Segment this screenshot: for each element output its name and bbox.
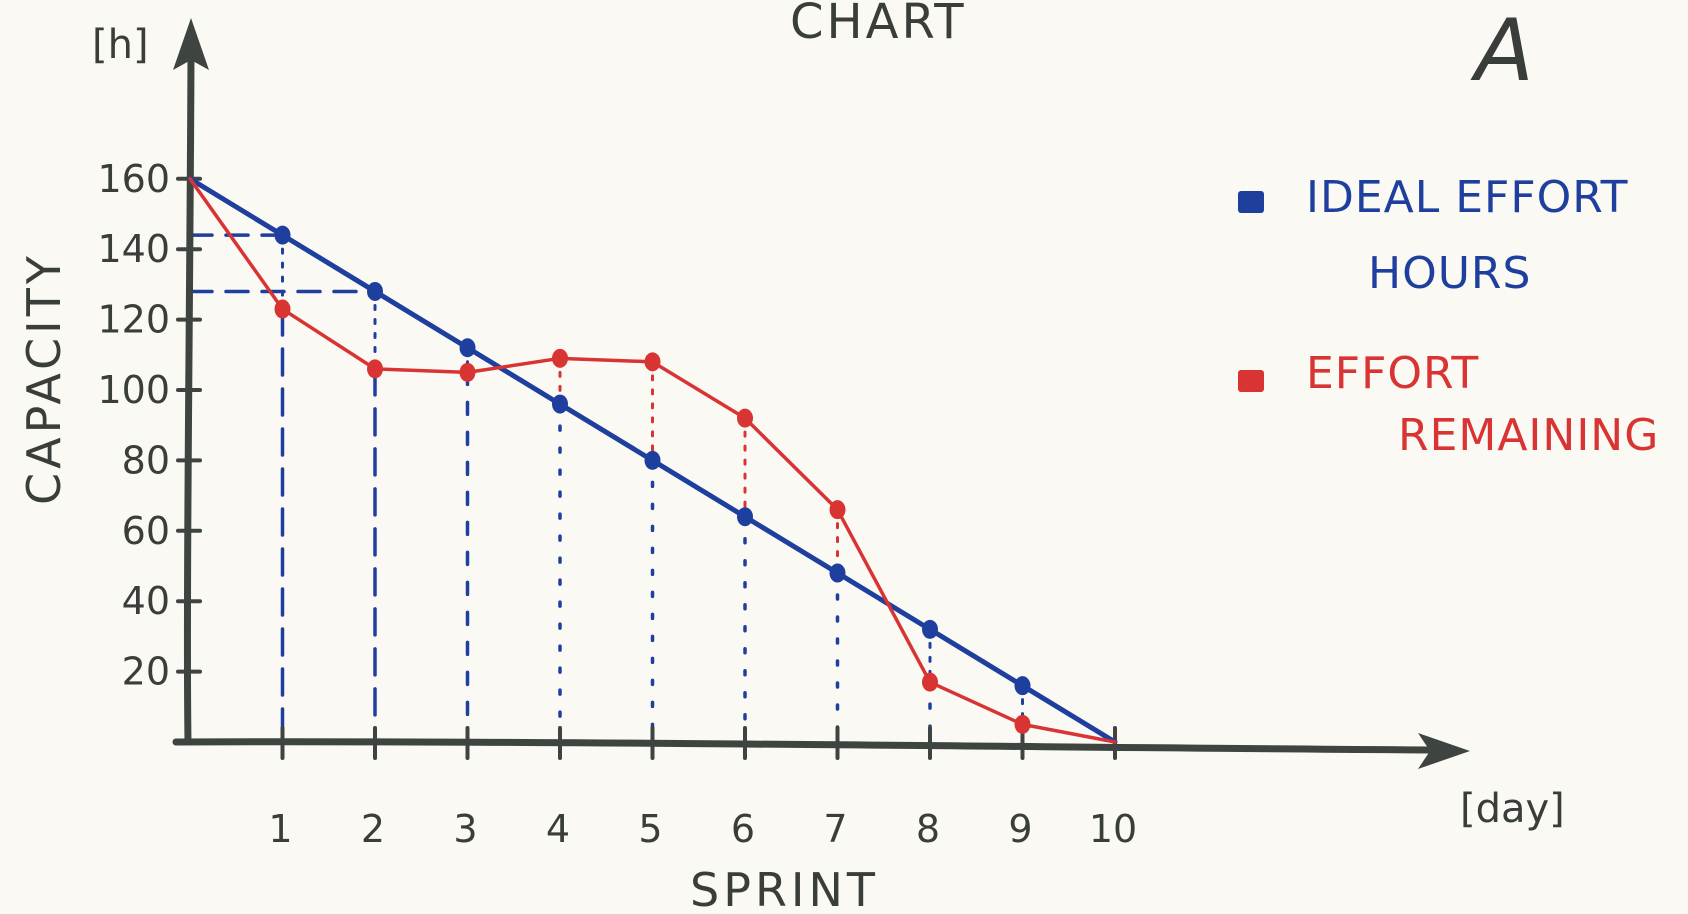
point-ideal-9	[1014, 676, 1031, 696]
x-axis-line	[172, 738, 1444, 754]
y-tick-label-20: 20	[122, 650, 170, 694]
point-remaining-5	[644, 352, 661, 372]
ticks: 20 40 60 80 100 120 140 160 1 2 3 4 5 6 7 8 9 10	[97, 157, 1137, 851]
point-ideal-2	[367, 281, 383, 301]
axes	[172, 18, 1470, 769]
point-remaining-9	[1014, 714, 1031, 734]
x-tick-label-10: 10	[1089, 807, 1137, 851]
x-tick-label-6: 6	[731, 807, 755, 851]
y-tick-label-120: 120	[97, 298, 170, 342]
legend-label-remaining-line2: REMAINING	[1398, 410, 1659, 461]
point-remaining-3	[459, 362, 476, 382]
point-ideal-5	[644, 450, 661, 470]
legend-label-ideal-line2: HOURS	[1368, 248, 1531, 299]
legend-label-remaining: EFFORT	[1306, 348, 1479, 399]
legend-swatch-remaining	[1238, 370, 1264, 392]
point-ideal-6	[737, 507, 753, 527]
legend-label-ideal: IDEAL EFFORT	[1306, 172, 1629, 223]
series-layer	[187, 176, 1118, 745]
point-ideal-1	[274, 225, 291, 245]
y-axis-arrow	[173, 18, 209, 70]
x-tick-label-1: 1	[268, 807, 292, 851]
point-remaining-7	[829, 500, 846, 520]
y-tick-label-60: 60	[122, 509, 170, 553]
point-remaining-4	[552, 348, 568, 368]
y-axis-line	[183, 51, 195, 746]
x-tick-label-9: 9	[1008, 807, 1032, 851]
point-remaining-8	[922, 672, 938, 692]
chart-title: CHART	[790, 0, 967, 50]
x-axis-arrow	[1418, 733, 1470, 769]
y-tick-label-100: 100	[97, 368, 170, 412]
point-remaining-2	[367, 359, 383, 379]
y-tick-label-40: 40	[122, 579, 170, 623]
legend: IDEAL EFFORT HOURS EFFORT REMAINING	[1238, 172, 1659, 461]
y-tick-label-160: 160	[97, 157, 170, 201]
y-axis-label: CAPACITY	[17, 252, 71, 505]
x-tick-label-3: 3	[453, 807, 477, 851]
x-tick-label-8: 8	[916, 807, 940, 851]
x-tick-label-4: 4	[546, 807, 570, 851]
legend-swatch-ideal	[1238, 191, 1264, 213]
x-axis-label: SPRINT	[690, 863, 879, 914]
y-tick-label-140: 140	[97, 227, 170, 271]
x-tick-label-7: 7	[823, 807, 847, 851]
point-ideal-7	[829, 563, 846, 583]
point-remaining-1	[274, 299, 291, 319]
point-ideal-4	[552, 394, 568, 414]
y-axis-unit: [h]	[92, 22, 149, 68]
y-tick-label-80: 80	[122, 438, 170, 482]
point-remaining-6	[737, 408, 753, 428]
x-tick-label-2: 2	[361, 807, 385, 851]
legend-item-remaining: EFFORT REMAINING	[1238, 348, 1659, 461]
x-tick-label-5: 5	[638, 807, 662, 851]
corner-letter: A	[1470, 1, 1534, 101]
guide-lines	[188, 233, 1025, 744]
x-axis-unit: [day]	[1460, 786, 1565, 832]
point-ideal-8	[922, 619, 938, 639]
point-ideal-3	[459, 338, 476, 358]
legend-item-ideal: IDEAL EFFORT HOURS	[1238, 172, 1629, 299]
